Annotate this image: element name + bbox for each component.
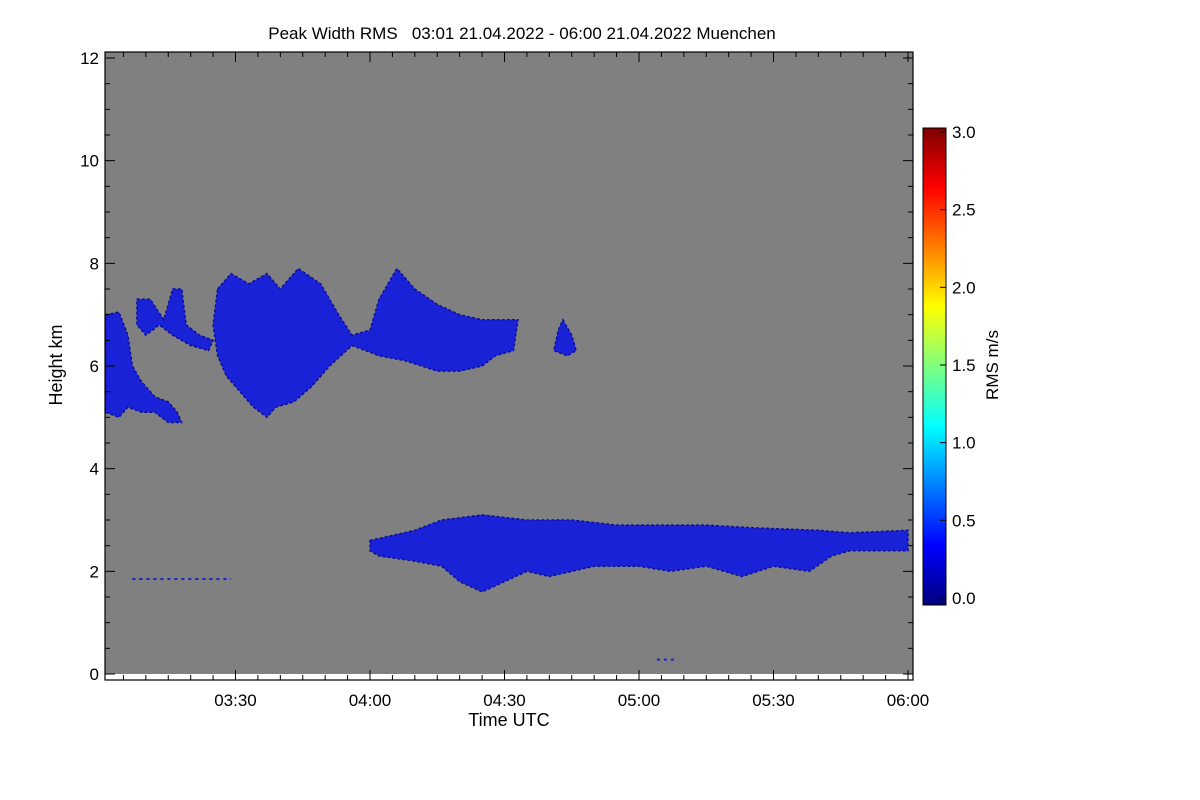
colorbar-label: RMS m/s — [983, 330, 1002, 400]
chart-title: Peak Width RMS 03:01 21.04.2022 - 06:00 … — [268, 24, 776, 43]
x-tick-label: 05:00 — [618, 691, 661, 710]
x-tick-label: 04:30 — [483, 691, 526, 710]
y-tick-label: 0 — [90, 665, 99, 684]
region-upper-cloud-main — [213, 268, 518, 418]
y-tick-label: 2 — [90, 562, 99, 581]
x-tick-label: 05:30 — [752, 691, 795, 710]
y-tick-label: 10 — [80, 152, 99, 171]
colorbar-tick-label: 0.5 — [952, 511, 976, 530]
y-tick-label: 8 — [90, 254, 99, 273]
region-edge-upper-cloud-small — [552, 318, 578, 357]
colorbar-ticks: 0.0 0.5 1.0 1.5 2.0 2.5 3.0 — [940, 123, 976, 608]
y-tick-label: 4 — [90, 460, 99, 479]
region-lower-cloud-layer — [370, 514, 908, 592]
region-upper-cloud-left — [105, 312, 182, 423]
colorbar-tick-label: 3.0 — [952, 123, 976, 142]
y-tick-label: 12 — [80, 49, 99, 68]
y-axis-label: Height km — [46, 324, 66, 405]
region-edge-upper-cloud-main — [212, 267, 519, 419]
region-edge-upper-cloud-b — [136, 288, 215, 352]
axes: 03:30 04:00 04:30 05:00 05:30 06:00 0 2 4 6 8 10 12 — [80, 49, 929, 710]
data-regions — [105, 267, 909, 661]
region-edge-lower-cloud-layer — [369, 514, 909, 593]
x-tick-label: 03:30 — [214, 691, 257, 710]
colorbar-tick-label: 1.0 — [952, 434, 976, 453]
x-tick-label: 06:00 — [887, 691, 930, 710]
colorbar-tick-label: 2.5 — [952, 201, 976, 220]
x-axis-label: Time UTC — [468, 710, 549, 730]
x-tick-label: 04:00 — [349, 691, 392, 710]
colorbar-tick-label: 1.5 — [952, 356, 976, 375]
colorbar-tick-label: 0.0 — [952, 589, 976, 608]
colorbar — [922, 127, 947, 606]
region-edge-upper-cloud-left — [105, 311, 183, 424]
y-tick-label: 6 — [90, 357, 99, 376]
region-upper-cloud-b — [136, 289, 214, 351]
colorbar-tick-label: 2.0 — [952, 278, 976, 297]
